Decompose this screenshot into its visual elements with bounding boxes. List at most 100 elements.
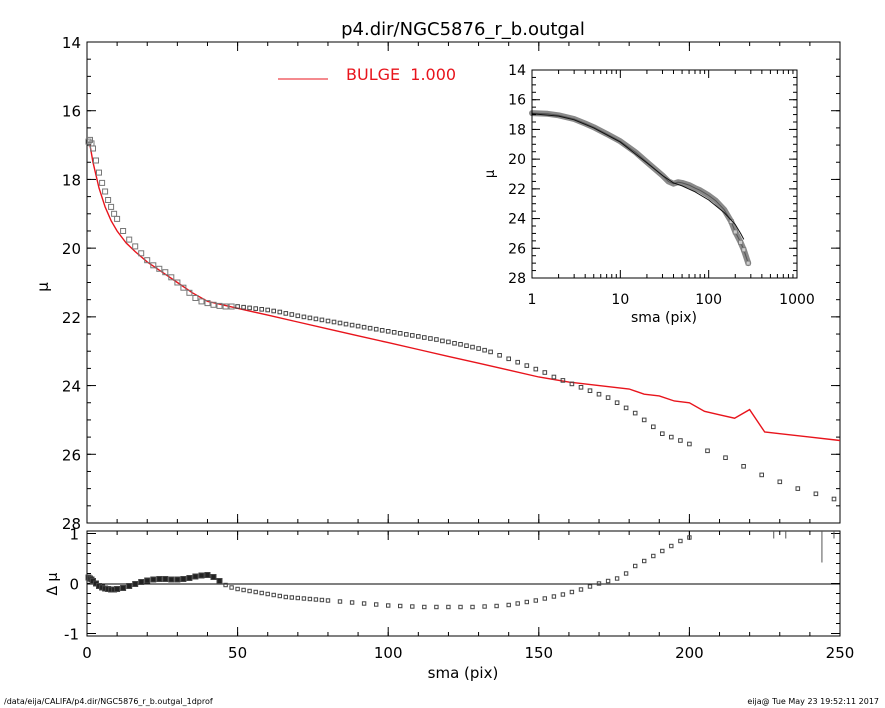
residual-point — [301, 596, 307, 601]
data-point — [623, 405, 629, 411]
inset-point — [738, 239, 744, 245]
data-point — [216, 302, 223, 309]
residual-point — [482, 604, 487, 609]
residual-point — [168, 576, 175, 583]
inset-y-tick-label: 24 — [508, 212, 526, 228]
residual-point — [361, 601, 367, 606]
data-point — [777, 479, 783, 485]
residual-point — [651, 553, 656, 559]
data-point — [795, 486, 801, 491]
main-plot: 14 16 18 20 22 24 26 28 μ BULGE 1.000 — [34, 34, 841, 533]
x-tick-label: 0 — [82, 644, 92, 662]
data-point — [428, 336, 433, 341]
residual-point — [687, 535, 692, 540]
data-point — [482, 347, 487, 353]
main-y-tick-label: 22 — [62, 309, 81, 327]
residual-point — [144, 577, 151, 584]
x-tick-label: 100 — [374, 644, 403, 662]
residual-point — [551, 594, 557, 599]
data-point — [578, 385, 584, 390]
data-point — [265, 307, 270, 313]
residual-point — [386, 603, 391, 608]
residual-data-points — [85, 531, 835, 610]
residual-point — [241, 587, 246, 593]
data-point — [385, 329, 391, 334]
data-point — [108, 203, 115, 210]
residual-point — [533, 598, 538, 603]
residual-point — [283, 594, 289, 600]
inset-y-tick-label: 20 — [508, 152, 526, 168]
data-point — [355, 323, 361, 329]
residual-point — [578, 587, 584, 592]
data-point — [277, 309, 283, 315]
data-point — [497, 353, 502, 358]
inset-y-tick-label: 28 — [508, 271, 526, 287]
inset-y-tick-label: 16 — [508, 93, 526, 109]
residual-point — [506, 602, 511, 608]
residual-point — [277, 593, 283, 599]
data-point — [416, 334, 421, 339]
residual-point — [180, 576, 187, 582]
residual-y-tick-label: -1 — [64, 626, 79, 644]
data-point — [434, 337, 439, 342]
residual-point — [374, 602, 379, 607]
data-point — [379, 328, 385, 333]
inset-y-tick-label: 22 — [508, 182, 526, 198]
residual-point — [126, 583, 133, 589]
data-point — [144, 257, 151, 264]
residual-point — [587, 584, 593, 589]
data-point — [198, 298, 205, 305]
residual-point — [669, 543, 674, 549]
data-point — [204, 300, 211, 307]
data-point — [458, 342, 463, 347]
residual-point — [235, 586, 240, 592]
residual-point — [605, 578, 611, 584]
residual-point — [515, 601, 520, 606]
data-point — [162, 269, 169, 276]
data-point — [410, 333, 415, 338]
data-point — [156, 265, 163, 272]
data-point — [283, 311, 289, 316]
data-point — [506, 356, 511, 362]
data-point — [660, 431, 665, 436]
data-point — [114, 215, 121, 222]
data-point — [259, 307, 264, 312]
residual-point — [569, 589, 575, 595]
data-point — [228, 303, 235, 310]
data-point — [319, 317, 325, 323]
residual-point — [253, 589, 258, 595]
residual-point — [223, 582, 228, 588]
x-tick-label: 50 — [228, 644, 247, 662]
main-y-tick-label: 28 — [62, 515, 81, 533]
data-point — [551, 374, 557, 380]
data-point — [253, 306, 258, 311]
residual-plot: 0 50 100 150 200 250-101 Δ μ sma (pix) — [45, 526, 854, 683]
data-point — [289, 312, 295, 317]
data-point — [651, 424, 656, 430]
main-model-line — [89, 144, 841, 442]
residual-point — [156, 576, 163, 582]
data-point — [687, 441, 692, 447]
residual-point — [422, 604, 427, 610]
residual-point — [660, 548, 665, 554]
data-point — [99, 179, 106, 186]
residual-point — [313, 597, 319, 602]
residual-point — [614, 576, 620, 581]
residual-axis-ticks: 0 50 100 150 200 250-101 — [64, 526, 854, 663]
residual-point — [494, 603, 499, 609]
inset-point — [745, 260, 751, 266]
data-point — [271, 308, 276, 314]
inset-x-tick-label: 1000 — [779, 292, 815, 308]
residual-point — [229, 585, 234, 590]
x-tick-label: 200 — [675, 644, 704, 662]
residual-point — [446, 604, 451, 610]
main-y-tick-label: 18 — [62, 171, 81, 189]
data-point — [90, 145, 96, 152]
residual-point — [410, 604, 415, 609]
residual-point — [560, 592, 566, 597]
data-point — [361, 324, 367, 330]
data-point — [569, 381, 575, 387]
bulge-model-line — [89, 144, 841, 442]
data-point — [180, 284, 187, 291]
